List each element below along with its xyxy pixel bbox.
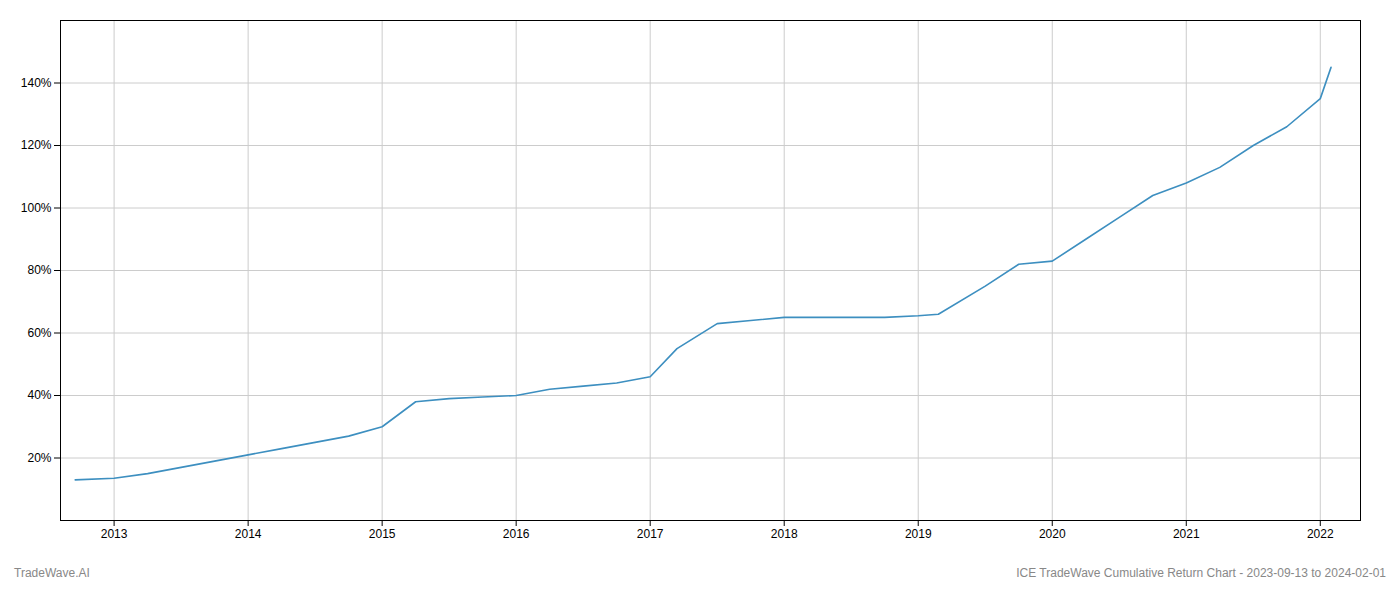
svg-text:2020: 2020 [1039, 527, 1066, 541]
svg-text:40%: 40% [27, 388, 51, 402]
svg-text:2021: 2021 [1173, 527, 1200, 541]
svg-text:2016: 2016 [503, 527, 530, 541]
svg-text:80%: 80% [27, 263, 51, 277]
html-text:ICE TradeWave Cumulative Retur: ICE TradeWave Cumulative Return Chart - … [1016, 566, 1386, 580]
svg-text:2013: 2013 [101, 527, 128, 541]
svg-text:2022: 2022 [1307, 527, 1334, 541]
svg-text:2019: 2019 [905, 527, 932, 541]
svg-text:2015: 2015 [369, 527, 396, 541]
svg-text:60%: 60% [27, 326, 51, 340]
svg-text:20%: 20% [27, 451, 51, 465]
svg-text:2014: 2014 [235, 527, 262, 541]
svg-text:120%: 120% [21, 138, 52, 152]
svg-text:2017: 2017 [637, 527, 664, 541]
html-text:TradeWave.AI: TradeWave.AI [14, 566, 90, 580]
svg-text:100%: 100% [21, 201, 52, 215]
svg-text:140%: 140% [21, 76, 52, 90]
svg-text:2018: 2018 [771, 527, 798, 541]
